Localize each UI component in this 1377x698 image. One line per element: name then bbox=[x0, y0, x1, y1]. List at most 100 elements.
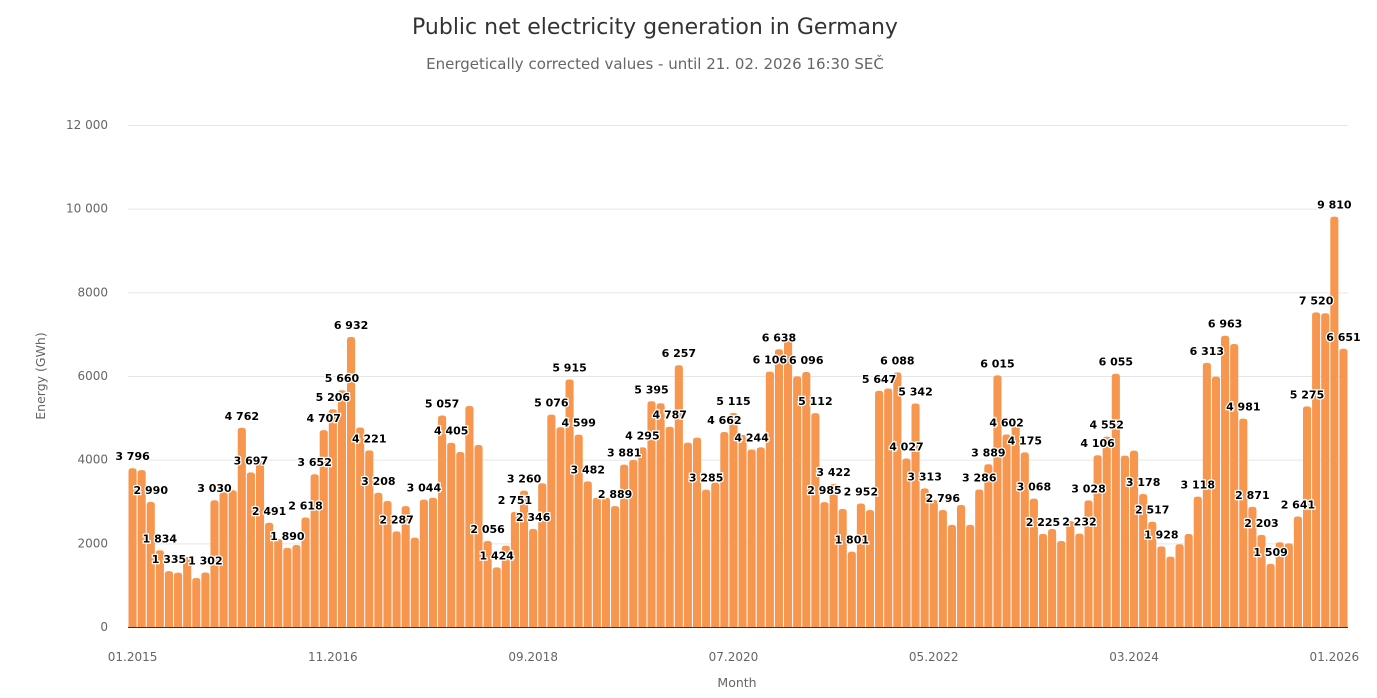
bar bbox=[829, 483, 838, 627]
bar bbox=[620, 464, 629, 627]
bar bbox=[1321, 313, 1330, 627]
data-label: 3 889 bbox=[971, 446, 1005, 459]
data-label: 9 810 bbox=[1317, 199, 1352, 212]
bar bbox=[1029, 498, 1038, 627]
bar bbox=[1275, 542, 1284, 627]
y-axis-title: Energy (GWh) bbox=[33, 332, 48, 419]
data-label: 3 796 bbox=[115, 450, 150, 463]
bar bbox=[401, 506, 410, 627]
x-tick-label: 07.2020 bbox=[709, 650, 759, 664]
data-label: 2 889 bbox=[598, 488, 632, 501]
bar bbox=[984, 464, 993, 627]
bar bbox=[811, 413, 820, 627]
data-label: 2 056 bbox=[470, 523, 505, 536]
bar bbox=[519, 490, 529, 627]
bar bbox=[337, 390, 347, 627]
data-label: 3 881 bbox=[607, 447, 641, 460]
bar bbox=[1120, 455, 1129, 627]
bar bbox=[474, 445, 483, 627]
data-label: 2 225 bbox=[1026, 516, 1060, 529]
data-label: 3 285 bbox=[689, 472, 723, 485]
bar bbox=[601, 497, 611, 627]
bars bbox=[128, 216, 1348, 628]
bar bbox=[183, 557, 192, 627]
data-label: 3 028 bbox=[1071, 482, 1105, 495]
data-label: 7 520 bbox=[1299, 294, 1334, 307]
bar bbox=[1302, 406, 1312, 627]
data-label: 4 244 bbox=[734, 431, 769, 444]
bar bbox=[228, 490, 237, 627]
data-label: 4 295 bbox=[625, 429, 659, 442]
bar bbox=[1057, 540, 1066, 627]
bar bbox=[1193, 496, 1202, 627]
bar bbox=[1093, 455, 1102, 627]
data-label: 6 096 bbox=[789, 354, 824, 367]
bar bbox=[1066, 521, 1075, 627]
bar bbox=[529, 528, 538, 627]
data-label: 3 044 bbox=[407, 482, 442, 495]
data-label: 1 834 bbox=[143, 532, 178, 545]
bar bbox=[1221, 335, 1230, 627]
y-tick-label: 10 000 bbox=[66, 202, 108, 216]
data-label: 2 203 bbox=[1244, 517, 1278, 530]
bar bbox=[538, 483, 547, 627]
data-label: 2 491 bbox=[252, 505, 286, 518]
bar bbox=[957, 504, 966, 627]
y-tick-label: 0 bbox=[100, 620, 108, 634]
bar bbox=[192, 578, 201, 627]
bar bbox=[865, 509, 875, 627]
bar bbox=[1166, 556, 1175, 627]
bar bbox=[1284, 543, 1293, 627]
bar bbox=[137, 470, 146, 627]
data-label: 5 057 bbox=[425, 397, 459, 410]
bar bbox=[428, 497, 438, 627]
bar bbox=[738, 434, 747, 627]
bar bbox=[1084, 500, 1093, 627]
data-label: 3 697 bbox=[234, 454, 268, 467]
bar bbox=[1038, 533, 1048, 627]
bar bbox=[692, 437, 702, 627]
bar bbox=[1020, 452, 1029, 627]
data-label: 1 928 bbox=[1144, 528, 1178, 541]
data-label: 6 651 bbox=[1326, 331, 1360, 344]
bar bbox=[875, 390, 884, 627]
bar bbox=[1048, 528, 1057, 627]
bar bbox=[802, 371, 811, 627]
bar bbox=[938, 510, 947, 627]
bar bbox=[410, 537, 419, 627]
bar bbox=[210, 500, 219, 627]
data-label: 4 106 bbox=[1080, 437, 1115, 450]
bar bbox=[383, 500, 392, 627]
data-label: 4 787 bbox=[652, 409, 686, 422]
bar bbox=[711, 482, 720, 627]
y-tick-label: 8000 bbox=[77, 285, 108, 299]
bar bbox=[702, 489, 711, 627]
y-tick-label: 4000 bbox=[77, 453, 108, 467]
bar bbox=[356, 427, 365, 627]
bar bbox=[784, 339, 793, 627]
bar bbox=[265, 522, 274, 627]
bar bbox=[820, 502, 829, 627]
data-label: 4 552 bbox=[1090, 419, 1124, 432]
data-label: 1 302 bbox=[188, 555, 222, 568]
bar bbox=[729, 413, 738, 627]
bar bbox=[683, 442, 692, 627]
data-label: 1 424 bbox=[480, 549, 515, 562]
data-label: 2 796 bbox=[926, 492, 961, 505]
data-label: 6 106 bbox=[753, 354, 788, 367]
bar bbox=[583, 481, 592, 627]
bar bbox=[838, 509, 847, 627]
data-label: 4 981 bbox=[1226, 401, 1260, 414]
data-label: 5 115 bbox=[716, 395, 750, 408]
bar bbox=[246, 472, 255, 627]
data-label: 3 068 bbox=[1017, 481, 1051, 494]
bar bbox=[920, 488, 929, 627]
data-label: 2 287 bbox=[379, 513, 413, 526]
data-label: 5 647 bbox=[862, 373, 896, 386]
data-label: 5 206 bbox=[316, 391, 351, 404]
bar bbox=[255, 461, 265, 627]
bar bbox=[310, 474, 319, 627]
bar bbox=[1239, 418, 1248, 627]
data-label: 3 482 bbox=[571, 463, 605, 476]
